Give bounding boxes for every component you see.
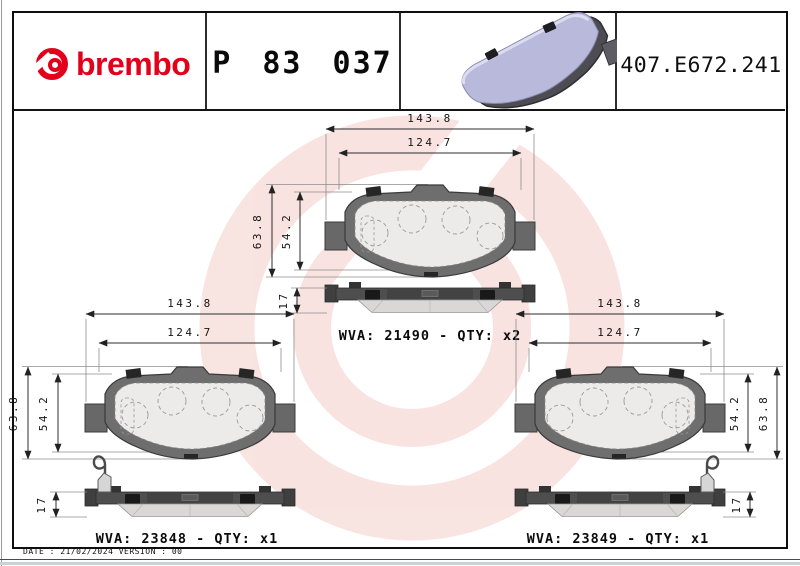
page-edge-line — [1, 0, 2, 566]
sheet-frame — [12, 11, 788, 549]
dim-thickness: 17 — [730, 495, 743, 513]
dim-pad-height: 54.2 — [280, 213, 293, 250]
drawing-bottom-left: 143.8 124.7 63.8 54.2 17 WVA: 23848 - QT… — [7, 297, 296, 547]
dim-pad-height: 54.2 — [37, 395, 50, 432]
catalog-code: 407.E672.241 — [620, 53, 782, 78]
date-version-line: DATE : 21/02/2024 VERSION : 00 — [23, 547, 183, 556]
wva-caption: WVA: 23848 - QTY: x1 — [96, 531, 279, 547]
wva-caption: WVA: 23849 - QTY: x1 — [527, 531, 710, 547]
dim-overall-width: 143.8 — [167, 297, 213, 310]
drawing-top-center: 143.8 124.7 63.8 54.2 17 WVA: 21490 - QT… — [251, 112, 536, 344]
brake-pad-photo — [461, 12, 617, 109]
dim-thickness: 17 — [35, 495, 48, 513]
dim-pad-width: 124.7 — [407, 136, 453, 149]
dim-pad-width: 124.7 — [597, 326, 643, 339]
brembo-logo-icon — [34, 48, 68, 80]
dim-pad-height: 54.2 — [728, 395, 741, 432]
dim-pad-width: 124.7 — [167, 326, 213, 339]
dim-thickness: 17 — [277, 291, 290, 309]
brand-wordmark: brembo — [76, 46, 191, 82]
wva-caption: WVA: 21490 - QTY: x2 — [339, 328, 522, 344]
dim-overall-height: 63.8 — [757, 395, 770, 432]
part-number: P 83 037 — [212, 46, 393, 81]
header-divider-2 — [399, 13, 401, 109]
drawing-bottom-right: 143.8 124.7 54.2 63.8 17 WVA: 23849 - QT… — [514, 297, 783, 547]
bottom-band — [0, 561, 800, 565]
bottom-rule — [0, 559, 800, 561]
brembo-logo: brembo — [34, 44, 194, 84]
header-divider-1 — [205, 13, 207, 109]
header-separator — [13, 108, 785, 111]
dim-overall-width: 143.8 — [407, 112, 453, 125]
dim-overall-height: 63.8 — [251, 213, 264, 250]
dim-overall-width: 143.8 — [597, 297, 643, 310]
